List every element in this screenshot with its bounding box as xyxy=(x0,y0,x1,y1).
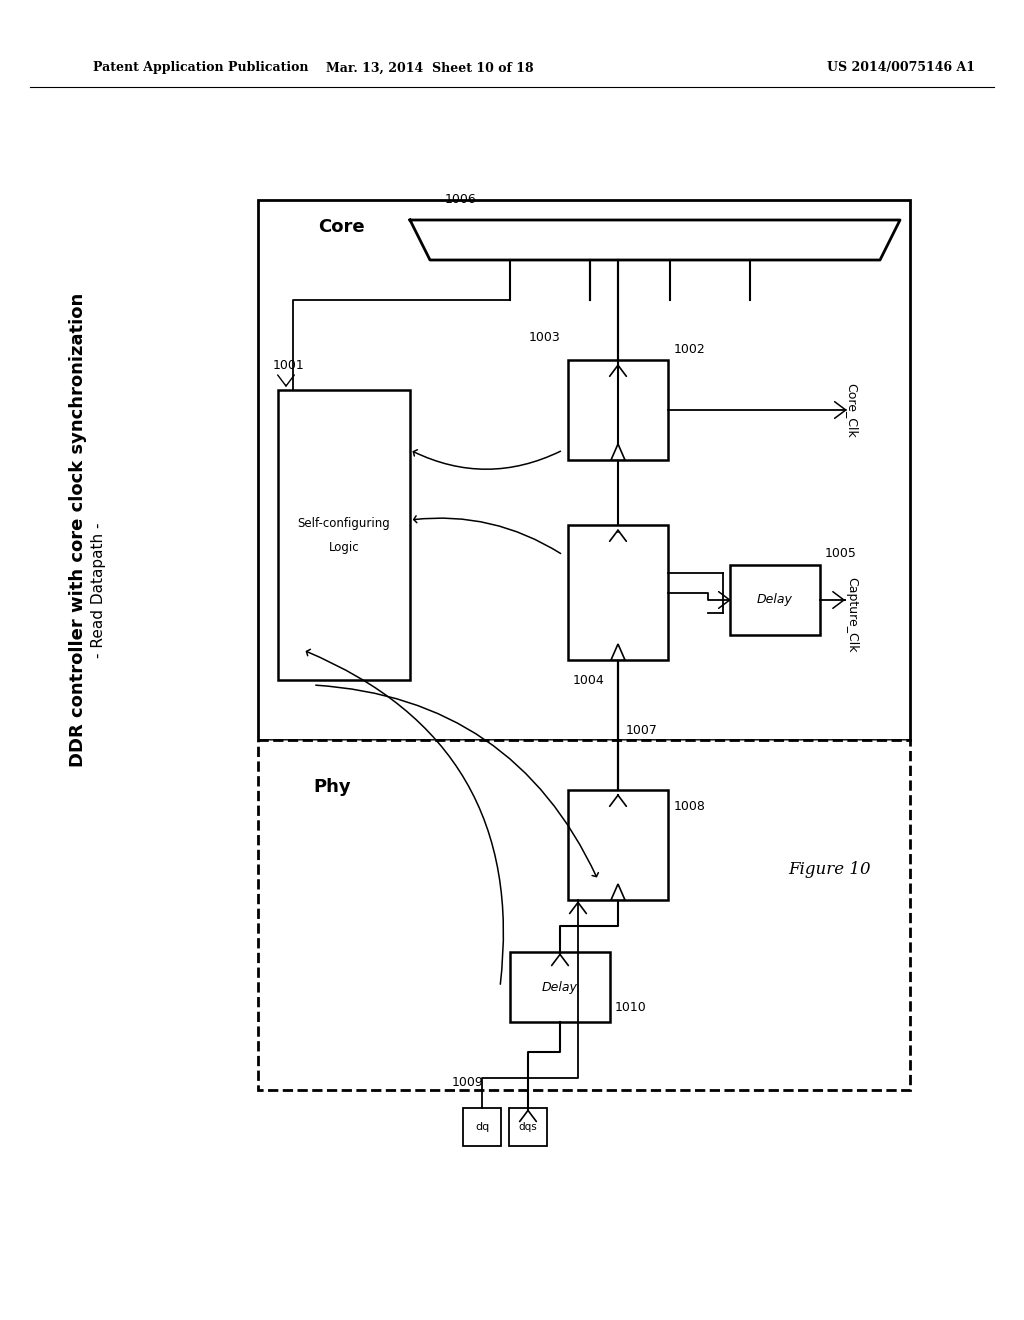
Text: 1002: 1002 xyxy=(674,343,706,356)
Text: 1004: 1004 xyxy=(573,675,605,686)
Polygon shape xyxy=(611,444,625,459)
Text: Core: Core xyxy=(318,218,365,236)
Polygon shape xyxy=(611,644,625,660)
Bar xyxy=(258,201,910,741)
Bar xyxy=(463,1107,501,1146)
Text: Delay: Delay xyxy=(757,594,793,606)
Bar xyxy=(273,380,860,741)
Text: Capture_Clk: Capture_Clk xyxy=(846,577,858,653)
Text: Patent Application Publication: Patent Application Publication xyxy=(93,62,308,74)
Text: Phy: Phy xyxy=(313,777,350,796)
Text: 1003: 1003 xyxy=(528,331,560,345)
Bar xyxy=(258,741,910,1090)
Bar xyxy=(730,565,820,635)
Bar xyxy=(278,389,410,680)
Text: dqs: dqs xyxy=(518,1122,538,1133)
Text: 1008: 1008 xyxy=(674,800,706,813)
Bar xyxy=(568,525,668,660)
Text: 1009: 1009 xyxy=(452,1076,483,1089)
Text: Logic: Logic xyxy=(329,540,359,553)
Bar xyxy=(509,1107,547,1146)
Text: 1005: 1005 xyxy=(825,546,857,560)
Text: Figure 10: Figure 10 xyxy=(788,862,871,879)
Text: Core_Clk: Core_Clk xyxy=(846,383,858,437)
Text: 1006: 1006 xyxy=(445,193,477,206)
Text: Delay: Delay xyxy=(542,981,578,994)
Text: US 2014/0075146 A1: US 2014/0075146 A1 xyxy=(827,62,975,74)
Bar xyxy=(510,952,610,1022)
Text: Mar. 13, 2014  Sheet 10 of 18: Mar. 13, 2014 Sheet 10 of 18 xyxy=(327,62,534,74)
Polygon shape xyxy=(410,220,900,260)
Text: 1001: 1001 xyxy=(273,359,305,372)
Text: Self-configuring: Self-configuring xyxy=(298,516,390,529)
Text: dq: dq xyxy=(475,1122,489,1133)
Text: 1010: 1010 xyxy=(615,1001,647,1014)
Text: 1007: 1007 xyxy=(626,723,657,737)
Polygon shape xyxy=(611,884,625,900)
Text: - Read Datapath -: - Read Datapath - xyxy=(90,523,105,657)
Text: DDR controller with core clock synchronization: DDR controller with core clock synchroni… xyxy=(69,293,87,767)
Bar xyxy=(568,360,668,459)
Bar xyxy=(568,789,668,900)
